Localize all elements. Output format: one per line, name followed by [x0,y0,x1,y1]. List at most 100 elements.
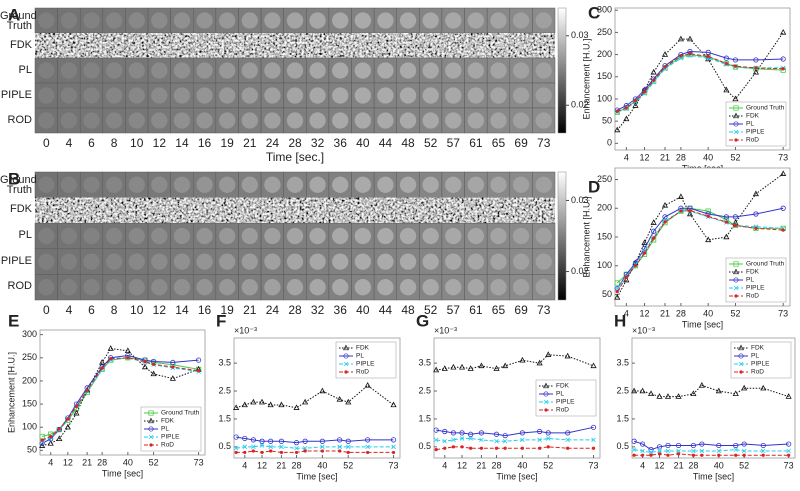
x-tick-label: 6 [88,303,95,317]
y-tick-label: 150 [597,231,612,241]
data-point [460,445,464,449]
x-tick-label: 28 [676,308,686,318]
x-tick-label: 65 [492,303,506,317]
vessel-disc [490,227,507,245]
data-point [259,443,265,448]
data-point [434,448,438,452]
vessel-disc [535,87,552,104]
vessel-disc [151,253,168,270]
data-point [450,363,457,370]
data-point [278,401,285,408]
data-point [148,410,154,416]
data-point [250,398,257,405]
x-tick-label: 40 [317,460,327,470]
vessel-disc [535,227,552,245]
series-line [634,384,789,398]
data-point [493,431,500,437]
x-tick-label: 4 [48,457,53,467]
data-point [336,395,343,402]
data-point [536,359,543,366]
x-tick-label: 4 [442,460,447,470]
vessel-disc [38,279,55,296]
data-point [450,430,457,436]
data-point [647,390,655,397]
data-point [663,65,667,69]
x-tick-label: 52 [543,460,553,470]
data-point [564,352,571,359]
data-point [49,434,53,439]
x-axis-label: Time [sec] [102,468,143,478]
x-tick-label: 21 [660,152,670,162]
x-tick-label: 16 [198,303,212,317]
vessel-disc [399,87,417,104]
x-tick-label: 28 [288,136,302,150]
vessel-disc [219,227,236,245]
data-point [666,453,670,457]
strip-axis: 0 4 6 8 10 12 14 16 19 21 24 28 32 36 40 44 48 52 57 61 65 69… [43,136,551,164]
vessel-disc [399,253,417,270]
data-point [640,453,645,457]
vessel-disc [38,176,55,193]
panel-label: G [416,311,429,330]
data-point [754,66,758,70]
vessel-disc [60,253,78,270]
vessel-disc [264,227,281,245]
panel-label: B [8,169,20,188]
data-point [679,54,683,58]
data-point [566,446,570,450]
row-label: FDK [10,38,32,51]
vessel-disc [422,62,439,79]
data-point [624,275,628,279]
vessel-disc [173,279,191,296]
data-point [251,449,256,453]
x-tick-label: 73 [194,457,204,467]
data-point [148,426,154,432]
vessel-disc [535,176,552,193]
vessel-disc [60,62,78,79]
vessel-disc [309,112,326,129]
x-tick-label: 40 [356,136,370,150]
legend-label: RoD [556,407,569,414]
vessel-disc [241,12,258,29]
x-tick-label: 52 [739,460,749,470]
y-tick-label: 200 [597,203,612,213]
y-tick-label: 0.5 [418,441,431,451]
data-point [760,442,766,449]
row-label: Ground Truth [0,173,37,196]
vessel-disc [60,227,78,245]
data-point [733,277,739,283]
data-point [544,408,548,412]
vessel-disc [399,112,417,129]
data-point [760,448,766,454]
data-point [109,357,113,361]
vessel-disc [105,12,123,29]
legend-label: PIPLE [746,129,765,136]
data-point [761,453,765,457]
vessel-disc [128,176,145,193]
data-point [148,417,154,424]
vessel-disc [128,112,145,129]
y-tick-label: 0 [607,138,612,148]
data-point [243,450,247,455]
data-point [390,401,397,408]
data-point [279,450,284,455]
vessel-disc [196,12,213,29]
data-point [468,436,473,441]
vessel-disc [241,87,258,104]
vessel-disc [83,176,100,193]
x-tick-label: 73 [537,303,551,317]
vessel-disc [445,87,462,104]
vessel-disc [490,279,507,296]
legend-label: RoD [356,369,369,376]
data-point [657,448,662,454]
x-tick-label: 24 [266,136,280,150]
vessel-disc [286,12,304,29]
x-tick-label: 40 [123,457,133,467]
data-point [724,61,728,66]
data-point [651,228,657,234]
panel-label: D [588,177,600,196]
data-point [364,382,371,388]
row-label: ROD [7,113,32,126]
x-tick-label: 21 [660,308,670,318]
panel-label: C [588,3,600,22]
